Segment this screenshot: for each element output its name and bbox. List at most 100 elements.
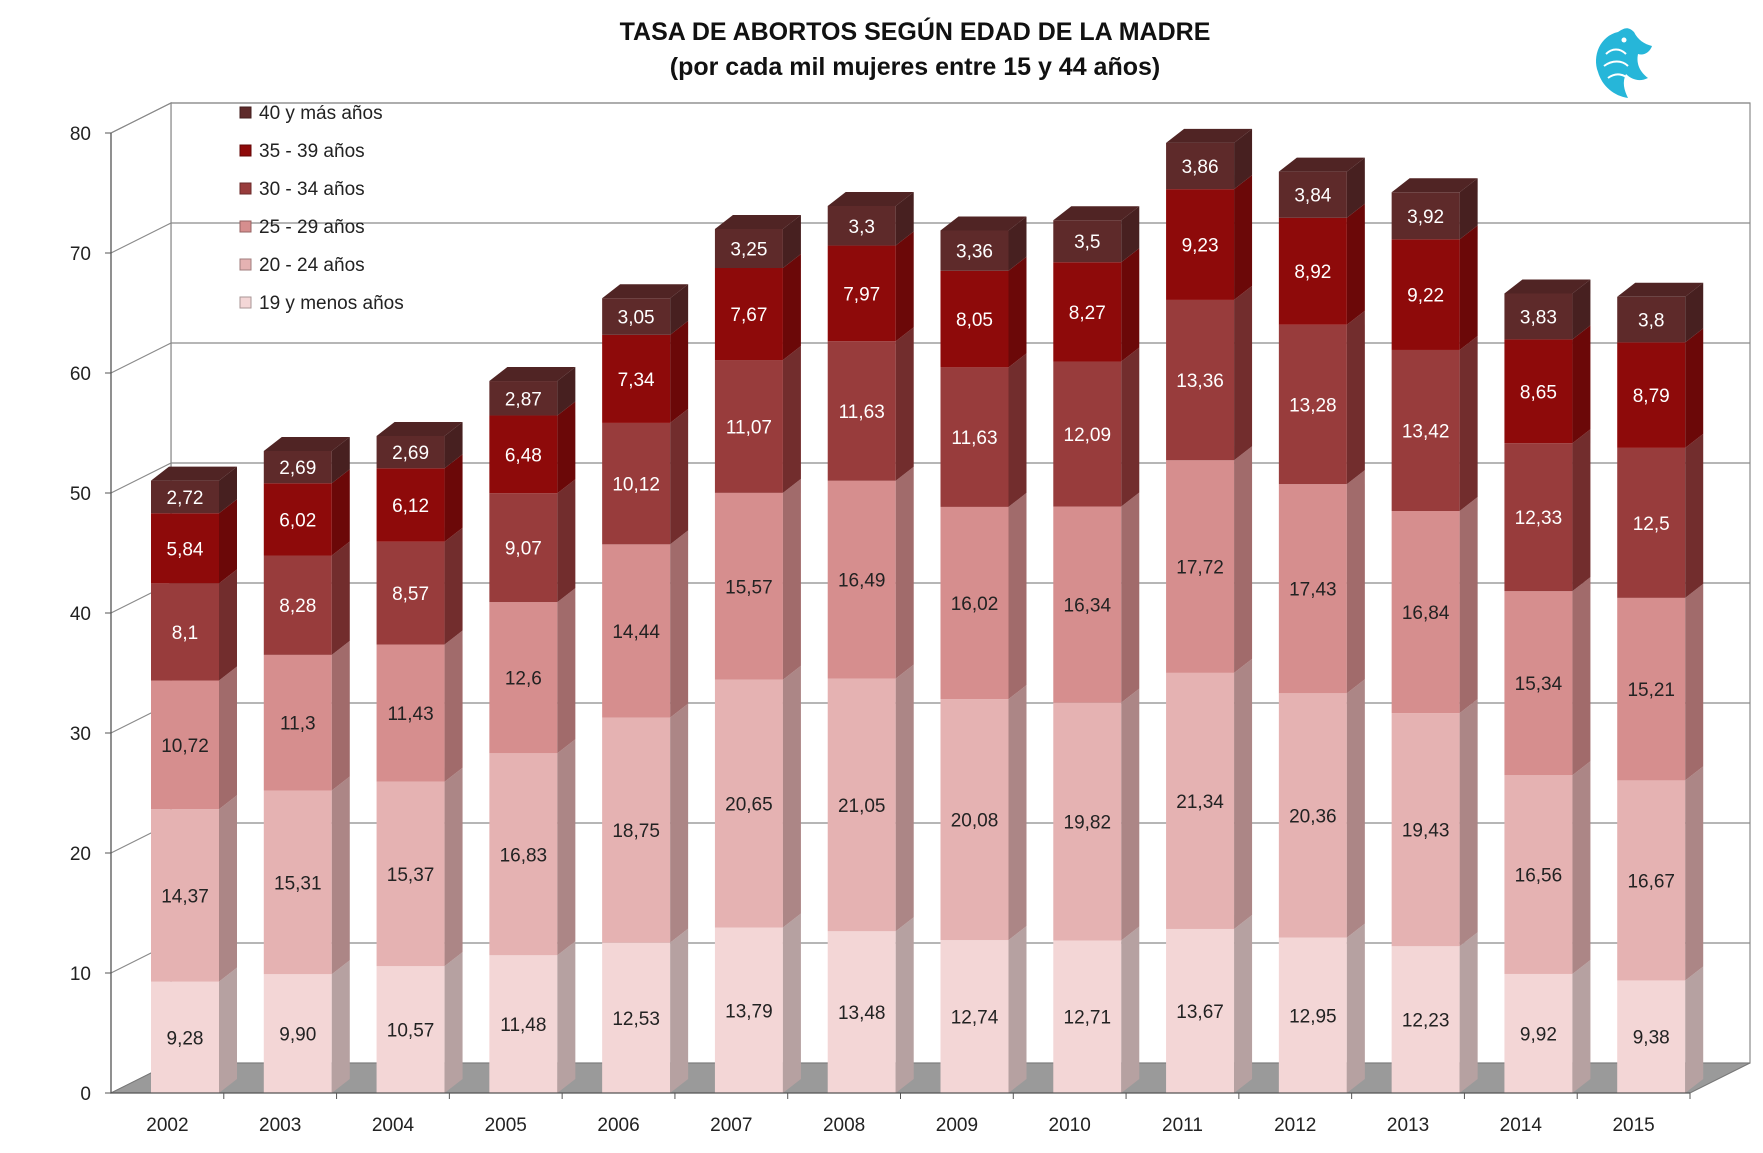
bar-segment-side (895, 327, 914, 481)
data-label: 15,34 (1515, 674, 1563, 695)
bar-segment (1278, 324, 1347, 485)
bar-stack-2003: 9,90 15,31 11,3 8,28 6,02 2,69 (263, 437, 350, 1093)
bar-segment-side (1346, 310, 1365, 485)
bar-segment (151, 480, 219, 514)
data-label: 8,05 (956, 310, 993, 331)
bar-segment-side (782, 665, 801, 928)
data-label: 16,49 (838, 571, 886, 592)
bar-segment (1391, 511, 1460, 714)
bar-segment (151, 680, 219, 810)
bar-segment-side (1685, 766, 1704, 981)
bar-stack-2002: 9,28 14,37 10,72 8,1 5,84 2,72 (151, 466, 237, 1093)
data-label: 3,83 (1520, 307, 1557, 328)
bar-top (376, 422, 463, 436)
legend-label: 30 - 34 años (259, 179, 365, 200)
bar-stack-2007: 13,79 20,65 15,57 11,07 7,67 3,25 (714, 215, 801, 1093)
bar-segment-side (444, 454, 463, 542)
data-label: 2,69 (392, 443, 429, 464)
bar-segment-side (331, 437, 350, 484)
data-label: 21,34 (1176, 792, 1224, 813)
bar-segment-side (219, 967, 237, 1093)
bar-segment (1278, 693, 1347, 938)
bar-segment (1278, 484, 1347, 694)
legend-label: 40 y más años (259, 103, 383, 124)
bar-segment-side (1685, 966, 1704, 1093)
bar-segment-side (557, 588, 576, 754)
y-tick-label: 20 (70, 844, 91, 865)
bar-segment (151, 981, 219, 1093)
bar-segment (827, 678, 896, 932)
gridline-side (110, 342, 172, 374)
data-label: 15,37 (387, 865, 435, 886)
bar-segment-side (1234, 658, 1253, 929)
bar-segment-side (1234, 914, 1253, 1093)
bar-segment (602, 942, 671, 1093)
bar-segment-side (1121, 492, 1140, 703)
bar-segment-side (895, 231, 914, 342)
bar-top (1391, 178, 1478, 193)
data-label: 9,28 (167, 1028, 204, 1049)
bar-segment (263, 555, 332, 655)
data-label: 3,5 (1074, 232, 1100, 253)
bar-segment-side (670, 530, 689, 718)
x-tick-label: 2002 (146, 1115, 188, 1136)
data-label: 12,5 (1633, 514, 1670, 535)
x-tick-label: 2012 (1274, 1115, 1316, 1136)
legend-swatch (239, 106, 252, 119)
bar-segment-side (1008, 353, 1027, 507)
bar-stack-2011: 13,67 21,34 17,72 13,36 9,23 3,86 (1166, 128, 1253, 1093)
bar-segment-side (1459, 699, 1478, 947)
bar-segment (1504, 775, 1573, 974)
data-label: 12,74 (951, 1008, 999, 1029)
legend-swatch (239, 258, 252, 271)
x-tick-label: 2015 (1612, 1115, 1654, 1136)
bar-segment (940, 230, 1009, 271)
bar-segment-side (557, 739, 576, 956)
bar-segment-side (1459, 497, 1478, 714)
data-label: 8,65 (1520, 382, 1557, 403)
data-label: 16,67 (1627, 871, 1675, 892)
bar-segment-side (1234, 175, 1253, 300)
bar-segment (1053, 262, 1122, 362)
data-label: 8,27 (1069, 303, 1106, 324)
bar-segment-side (1572, 279, 1591, 340)
data-label: 10,72 (161, 736, 209, 757)
y-tick-label: 50 (70, 484, 91, 505)
bar-segment (714, 229, 783, 268)
data-label: 12,6 (505, 669, 542, 690)
data-label: 15,21 (1627, 680, 1675, 701)
data-label: 21,05 (838, 796, 886, 817)
bar-segment (1166, 672, 1235, 929)
bar-segment-side (1685, 583, 1704, 781)
data-label: 11,48 (500, 1015, 546, 1036)
bar-segment (940, 699, 1009, 941)
floor (110, 1062, 1751, 1094)
bar-segment (1617, 296, 1686, 343)
bar-segment (263, 451, 332, 484)
bar-segment-side (1121, 688, 1140, 941)
y-tick-label: 80 (70, 124, 91, 145)
bar-segment-side (670, 928, 689, 1093)
x-tick-label: 2009 (936, 1115, 978, 1136)
bar-segment (1391, 946, 1460, 1093)
bar-segment (1391, 239, 1460, 350)
legend-label: 19 y menos años (259, 293, 404, 314)
data-label: 2,87 (505, 389, 542, 410)
data-label: 9,23 (1182, 236, 1219, 257)
bar-segment-side (1346, 923, 1365, 1093)
bar-segment (376, 781, 445, 967)
bar-segment (1391, 192, 1460, 240)
bar-segment (263, 483, 332, 556)
data-label: 11,43 (388, 704, 434, 725)
data-label: 13,79 (725, 1001, 773, 1022)
data-label: 15,57 (725, 577, 773, 598)
bar-segment (1053, 506, 1122, 703)
data-label: 6,12 (392, 496, 429, 517)
data-label: 13,42 (1402, 421, 1450, 442)
data-label: 6,02 (279, 510, 316, 531)
bar-top (714, 215, 801, 229)
data-label: 3,92 (1407, 207, 1444, 228)
bar-segment-side (557, 401, 576, 494)
data-label: 8,79 (1633, 386, 1670, 407)
